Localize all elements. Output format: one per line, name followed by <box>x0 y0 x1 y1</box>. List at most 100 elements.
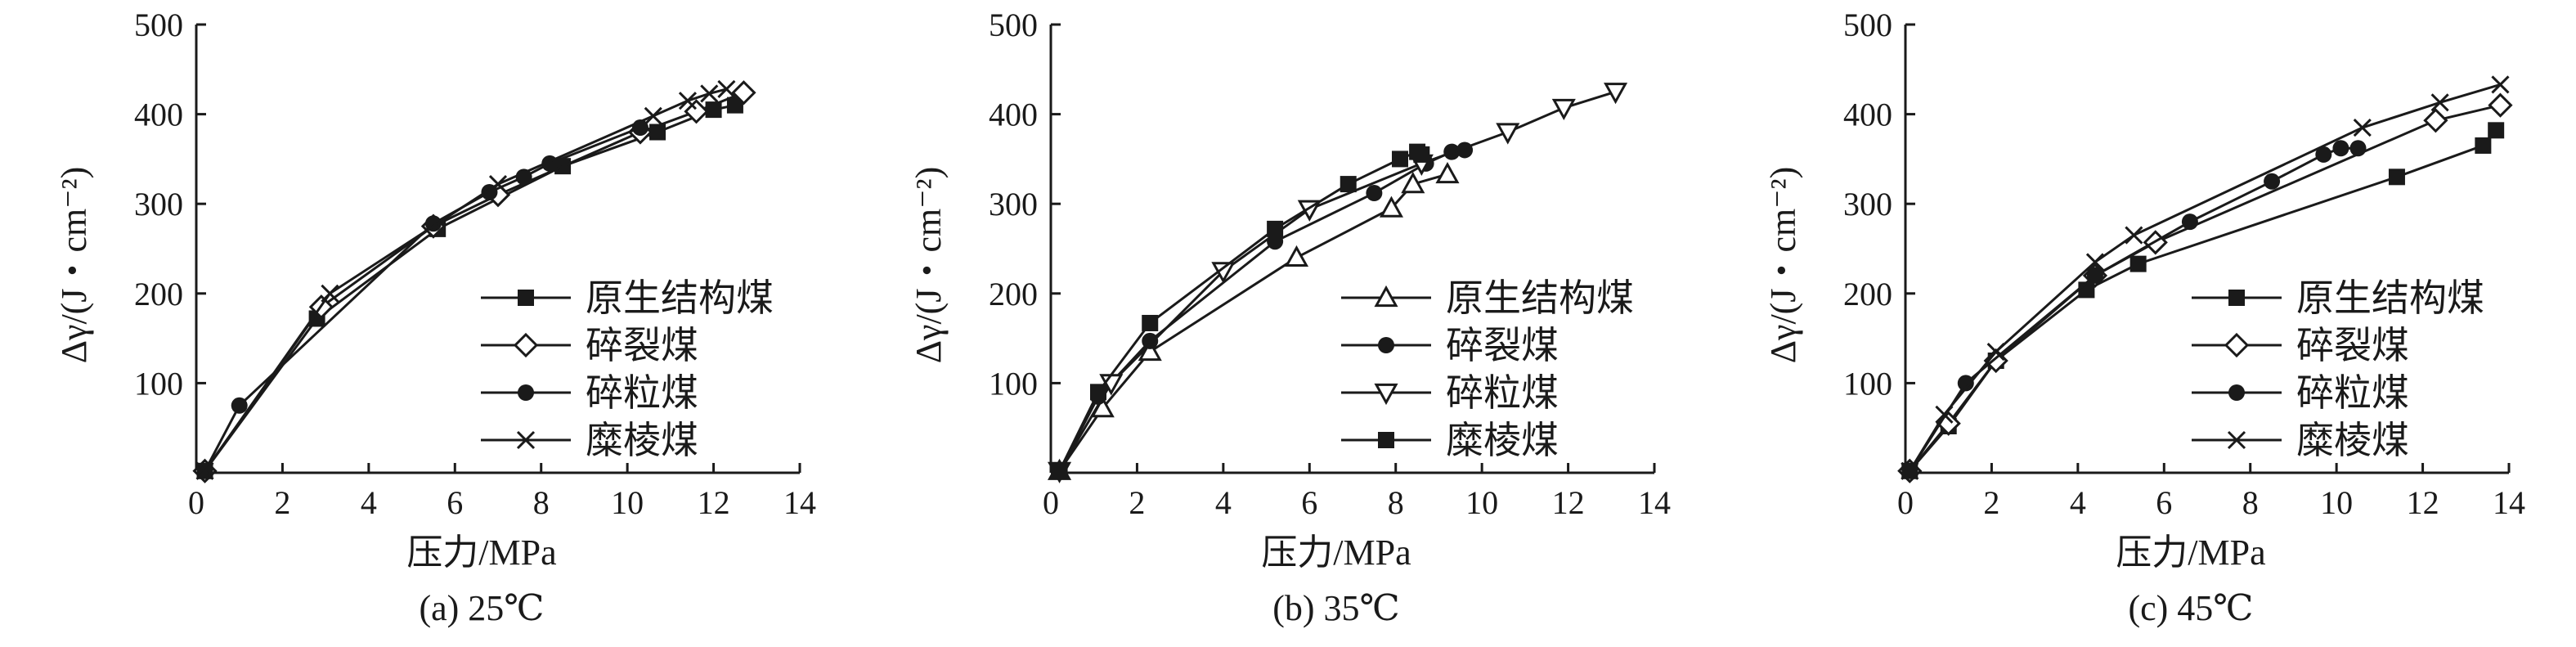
x-axis-title: 压力/MPa <box>406 532 556 573</box>
data-point <box>2332 140 2349 157</box>
y-tick-label: 200 <box>1843 276 1892 312</box>
data-point <box>717 79 736 98</box>
y-tick-label: 500 <box>134 7 183 43</box>
data-point <box>731 80 756 106</box>
data-point <box>678 92 698 110</box>
x-tick-label: 12 <box>2407 484 2439 521</box>
x-tick-label: 0 <box>1043 484 1059 521</box>
data-point <box>1366 185 1383 202</box>
data-point <box>1267 220 1284 237</box>
data-point <box>1051 462 1068 479</box>
chart-panel-2: 0 2 4 6 8 10 12 14 100 200 300 400 500 压力/MPa Δγ/(J・cm… <box>909 7 1671 628</box>
x-tick-label: 8 <box>2242 484 2259 521</box>
data-point <box>2086 267 2103 284</box>
legend-label: 原生结构煤 <box>586 277 774 319</box>
series-line <box>1058 150 1423 472</box>
legend-label: 糜棱煤 <box>1446 420 1559 461</box>
x-tick-label: 2 <box>1983 484 1999 521</box>
x-tick-label: 14 <box>783 484 816 521</box>
data-point <box>2181 213 2198 231</box>
legend-label: 碎粒煤 <box>586 372 698 414</box>
y-tick-label: 500 <box>989 7 1038 43</box>
panel-caption: (a) 25℃ <box>419 588 544 628</box>
x-axis-title: 压力/MPa <box>1261 532 1411 573</box>
series-line <box>1909 129 2497 472</box>
legend-marker <box>1374 383 1398 406</box>
x-tick-label: 2 <box>1129 484 1145 521</box>
x-tick-label: 10 <box>611 484 644 521</box>
legend-label: 糜棱煤 <box>2296 420 2409 461</box>
series-3: 碎粒煤 <box>1901 140 2409 479</box>
data-point <box>1986 342 2005 362</box>
legend-label: 碎裂煤 <box>586 325 698 366</box>
data-point <box>2488 92 2513 118</box>
series-line <box>204 126 641 472</box>
data-point <box>1957 375 1974 392</box>
data-point <box>1284 245 1309 267</box>
data-point <box>2085 253 2105 272</box>
y-tick-label: 100 <box>1843 365 1892 402</box>
y-tick-label: 400 <box>1843 97 1892 133</box>
y-tick-label: 200 <box>989 276 1038 312</box>
legend-marker <box>2224 332 2250 358</box>
data-point <box>2488 122 2505 139</box>
data-point <box>488 175 508 194</box>
legend-label: 碎粒煤 <box>2296 372 2409 414</box>
y-tick-label: 400 <box>134 97 183 133</box>
panel-caption: (b) 35℃ <box>1272 588 1400 628</box>
data-point <box>1901 461 1919 480</box>
series-1: 原生结构煤 <box>1047 161 1634 480</box>
legend-label: 碎裂煤 <box>2296 325 2409 366</box>
x-tick-label: 10 <box>2320 484 2353 521</box>
data-point <box>1604 83 1628 105</box>
data-point <box>644 106 662 125</box>
legend-label: 糜棱煤 <box>586 420 698 461</box>
data-point <box>1401 171 1425 194</box>
data-point <box>2491 75 2510 94</box>
data-point <box>1935 405 1954 424</box>
data-point <box>1340 176 1357 193</box>
legend-marker <box>516 430 536 450</box>
x-tick-label: 2 <box>274 484 290 521</box>
series-line <box>1909 146 2358 472</box>
y-axis-title: Δγ/(J・cm⁻²) <box>54 167 94 364</box>
data-point <box>700 84 719 103</box>
y-axis-title: Δγ/(J・cm⁻²) <box>1763 167 1803 364</box>
data-point <box>2264 173 2281 190</box>
legend-marker <box>518 290 534 306</box>
x-tick-label: 4 <box>1215 484 1232 521</box>
data-point <box>726 97 743 114</box>
data-point <box>2430 93 2449 112</box>
x-tick-label: 6 <box>447 484 463 521</box>
data-point <box>2349 140 2367 157</box>
series-4: 糜棱煤 <box>1901 75 2510 480</box>
y-tick-label: 300 <box>1843 186 1892 222</box>
chart-panel-1: 0 2 4 6 8 10 12 14 100 200 300 400 500 压力/MPa Δγ/(J・cm… <box>54 7 816 628</box>
x-tick-label: 12 <box>698 484 730 521</box>
x-tick-label: 10 <box>1465 484 1498 521</box>
series-4: 糜棱煤 <box>195 79 736 480</box>
data-point <box>1142 332 1159 349</box>
x-axis-title: 压力/MPa <box>2116 532 2265 573</box>
data-point <box>515 168 532 186</box>
legend-label: 碎裂煤 <box>1446 325 1559 366</box>
y-tick-label: 200 <box>134 276 183 312</box>
data-point <box>2423 108 2448 133</box>
data-point <box>1089 384 1106 401</box>
legend-marker <box>518 384 534 401</box>
legend-marker <box>2227 430 2246 450</box>
legend-label: 碎粒煤 <box>1446 372 1559 414</box>
data-point <box>2388 168 2405 186</box>
x-tick-label: 0 <box>1897 484 1914 521</box>
data-point <box>2315 146 2332 163</box>
legend-marker <box>1378 337 1394 353</box>
data-point <box>2125 226 2143 245</box>
series-1: 原生结构煤 <box>1901 122 2505 479</box>
x-tick-label: 6 <box>1301 484 1317 521</box>
legend-marker <box>2228 290 2245 306</box>
y-tick-label: 100 <box>134 365 183 402</box>
y-tick-label: 500 <box>1843 7 1892 43</box>
x-tick-label: 8 <box>1388 484 1404 521</box>
y-tick-label: 300 <box>134 186 183 222</box>
data-point <box>195 461 214 480</box>
